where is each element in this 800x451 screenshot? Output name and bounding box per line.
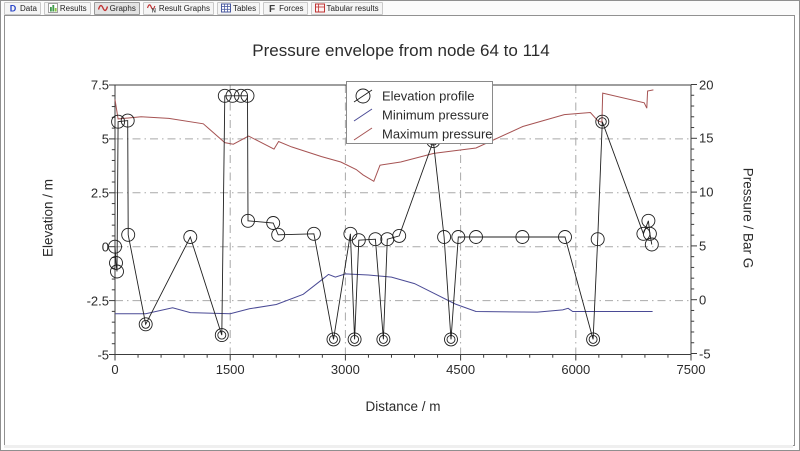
toolbar-button-results[interactable]: Results (43, 1, 91, 15)
toolbar-button-graphs[interactable]: Graphs (93, 1, 140, 15)
toolbar-button-data[interactable]: D Data (4, 1, 41, 15)
toolbar-button-label: Data (20, 3, 37, 13)
graphs-icon (97, 4, 108, 12)
result-graphs-icon: N (146, 4, 156, 14)
status-bar (4, 445, 793, 448)
results-icon (48, 3, 58, 13)
svg-text:N: N (151, 9, 155, 14)
toolbar-button-result-graphs[interactable]: N Result Graphs (142, 1, 214, 15)
forces-icon: F (269, 4, 275, 13)
toolbar-button-tabular-results[interactable]: Tabular results (310, 1, 383, 15)
toolbar-button-label: Forces (279, 3, 304, 13)
toolbar-button-label: Graphs (109, 3, 136, 13)
chart-panel (4, 15, 795, 446)
svg-text:F: F (269, 4, 275, 13)
svg-text:D: D (10, 4, 17, 14)
toolbar: D Data Results Graphs N Result Graphs Tables F F… (1, 1, 799, 15)
toolbar-button-label: Result Graphs (158, 3, 210, 13)
toolbar-button-label: Tables (232, 3, 257, 13)
data-icon: D (10, 4, 17, 14)
tabular-results-icon (314, 3, 325, 13)
toolbar-button-label: Tabular results (326, 3, 379, 13)
toolbar-button-label: Results (59, 3, 87, 13)
toolbar-button-tables[interactable]: Tables (216, 1, 261, 15)
toolbar-button-forces[interactable]: F Forces (263, 1, 308, 15)
tables-icon (220, 3, 231, 13)
